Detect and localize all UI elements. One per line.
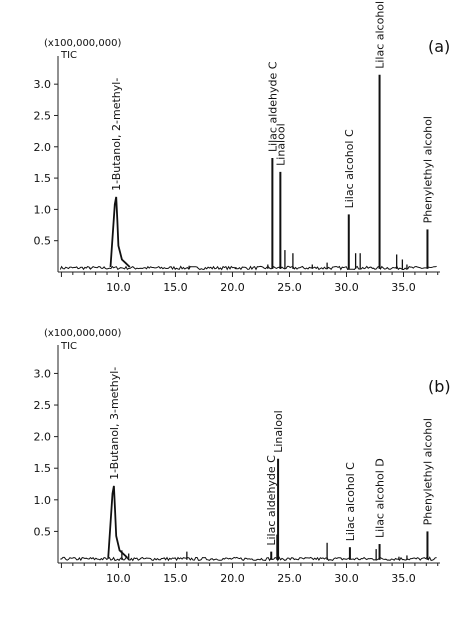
peak-label: Linalool [274,123,287,165]
peak-label: Lilac alcohol D [374,0,387,69]
y-axis-title: TIC [60,341,77,352]
x-tick-label: 25.0 [277,572,302,585]
peak-label: Lilac alcohol C [343,129,356,208]
x-tick-label: 35.0 [391,572,416,585]
peak-label: 1-Butanol, 3-methyl- [108,367,121,480]
x-tick-label: 10.0 [106,281,131,294]
baseline-trace [59,265,437,271]
y-tick-label: 1.5 [34,462,52,475]
x-tick-label: 10.0 [106,572,131,585]
x-tick-label: 30.0 [334,572,359,585]
peak-label: Phenylethyl alcohol [421,116,434,223]
y-tick-label: 1.0 [34,203,52,216]
y-tick-label: 2.0 [34,431,52,444]
peak-label: 1-Butanol, 2-methyl- [110,78,123,191]
x-tick-label: 20.0 [220,281,245,294]
y-tick-label: 2.0 [34,141,52,154]
y-tick-label: 1.5 [34,172,52,185]
y-tick-label: 3.0 [34,78,52,91]
x-tick-label: 15.0 [163,572,188,585]
y-multiplier-label: (x100,000,000) [44,328,121,339]
y-axis-title: TIC [60,50,77,61]
y-tick-label: 1.0 [34,494,52,507]
peak-label: Phenylethyl alcohol [421,418,434,525]
chart-panel-b: (x100,000,000) TIC (b) 0.5 1.0 1.5 2.0 2.5 3.0 10… [34,328,451,585]
y-multiplier-label: (x100,000,000) [44,38,121,49]
peak-label: Lilac aldehyde C [266,61,279,152]
chart-panel-a: (x100,000,000)TIC (a) 0.5 1.0 1.5 2.0 2.5 3.0 10… [34,0,451,294]
peak-label: Linalool [272,410,285,452]
peak-label: Lilac aldehyde C [265,455,278,546]
y-tick-label: 3.0 [34,367,52,380]
peak-mark [107,485,129,559]
peak-mark [109,196,131,268]
y-tick-label: 2.5 [34,399,52,412]
x-tick-label: 20.0 [220,572,245,585]
baseline-trace [60,556,437,562]
panel-tag: (b) [428,377,451,396]
y-tick-label: 2.5 [34,109,52,122]
panel-tag: (a) [428,37,450,56]
peak-label: Lilac alcohol C [344,462,357,541]
peak-label: Lilac alcohol D [374,458,387,538]
x-tick-label: 30.0 [334,281,359,294]
y-tick-label: 0.5 [34,235,52,248]
x-tick-label: 35.0 [391,281,416,294]
x-tick-label: 25.0 [277,281,302,294]
x-tick-label: 15.0 [163,281,188,294]
y-tick-label: 0.5 [34,525,52,538]
